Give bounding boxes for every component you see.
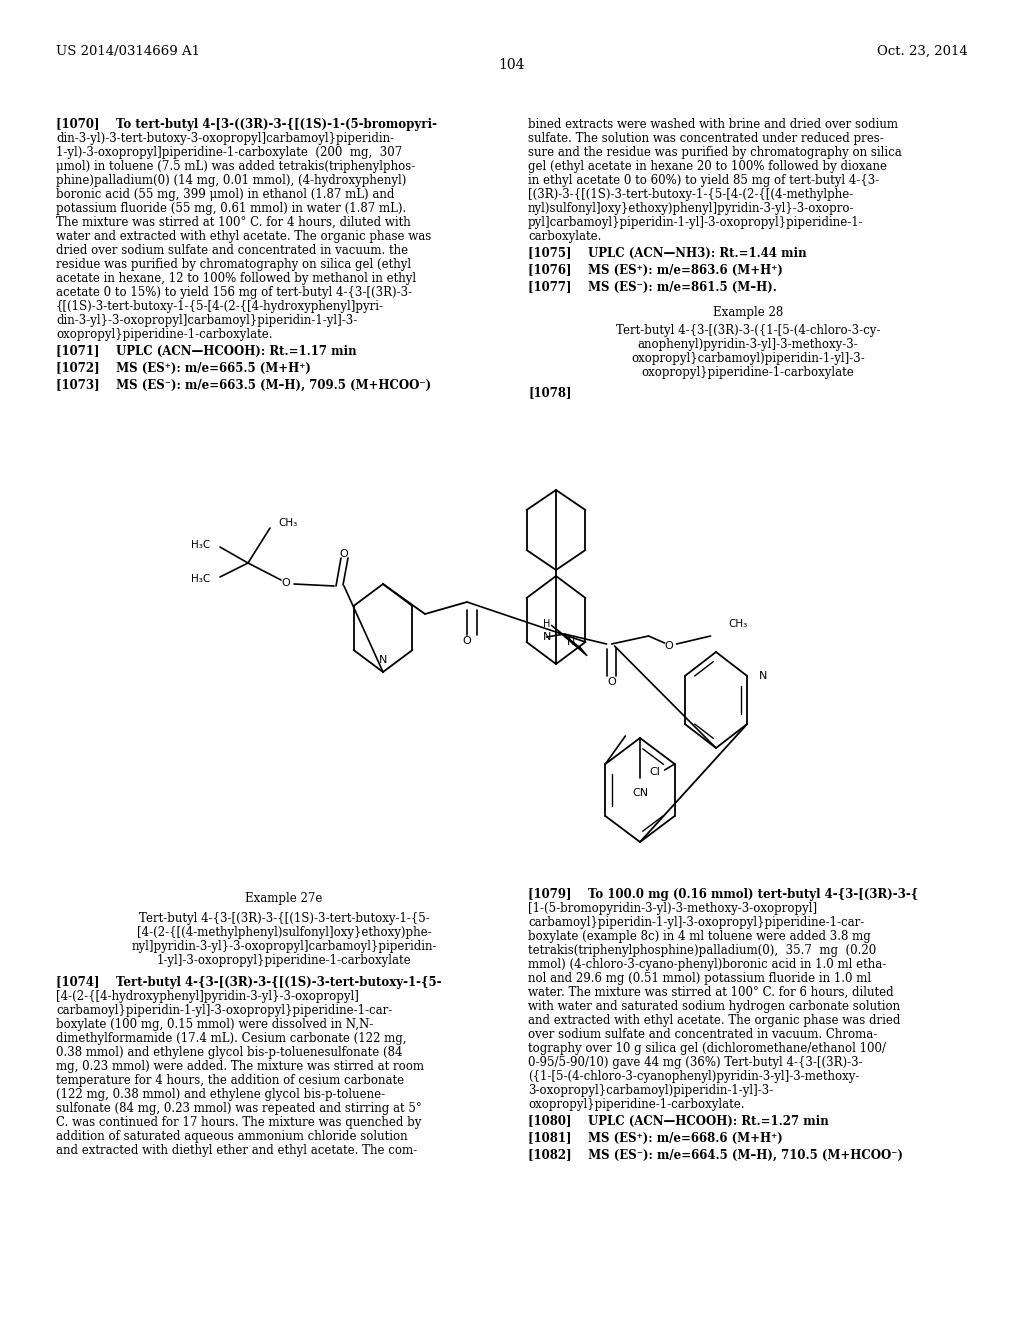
Text: CH₃: CH₃: [278, 517, 297, 528]
Text: water and extracted with ethyl acetate. The organic phase was: water and extracted with ethyl acetate. …: [56, 230, 431, 243]
Text: O: O: [282, 578, 291, 587]
Text: N: N: [379, 655, 387, 665]
Text: over sodium sulfate and concentrated in vacuum. Chroma-: over sodium sulfate and concentrated in …: [528, 1028, 878, 1041]
Text: nyl)sulfonyl]oxy}ethoxy)phenyl]pyridin-3-yl}-3-oxopro-: nyl)sulfonyl]oxy}ethoxy)phenyl]pyridin-3…: [528, 202, 854, 215]
Text: CH₃: CH₃: [728, 619, 748, 630]
Text: Example 28: Example 28: [713, 306, 783, 319]
Text: with water and saturated sodium hydrogen carbonate solution: with water and saturated sodium hydrogen…: [528, 1001, 900, 1012]
Text: C. was continued for 17 hours. The mixture was quenched by: C. was continued for 17 hours. The mixtu…: [56, 1115, 421, 1129]
Text: pyl]carbamoyl}piperidin-1-yl]-3-oxopropyl}piperidine-1-: pyl]carbamoyl}piperidin-1-yl]-3-oxopropy…: [528, 216, 863, 228]
Text: dimethylformamide (17.4 mL). Cesium carbonate (122 mg,: dimethylformamide (17.4 mL). Cesium carb…: [56, 1032, 407, 1045]
Text: mmol) (4-chloro-3-cyano-phenyl)boronic acid in 1.0 ml etha-: mmol) (4-chloro-3-cyano-phenyl)boronic a…: [528, 958, 886, 972]
Text: 3-oxopropyl}carbamoyl)piperidin-1-yl]-3-: 3-oxopropyl}carbamoyl)piperidin-1-yl]-3-: [528, 1084, 773, 1097]
Text: 1-yl)-3-oxopropyl]piperidine-1-carboxylate  (200  mg,  307: 1-yl)-3-oxopropyl]piperidine-1-carboxyla…: [56, 147, 402, 158]
Text: din-3-yl)-3-tert-butoxy-3-oxopropyl]carbamoyl}piperidin-: din-3-yl)-3-tert-butoxy-3-oxopropyl]carb…: [56, 132, 394, 145]
Text: boxylate (example 8c) in 4 ml toluene were added 3.8 mg: boxylate (example 8c) in 4 ml toluene we…: [528, 931, 870, 942]
Text: water. The mixture was stirred at 100° C. for 6 hours, diluted: water. The mixture was stirred at 100° C…: [528, 986, 894, 999]
Text: {[(1S)-3-tert-butoxy-1-{5-[4-(2-{[4-hydroxyphenyl]pyri-: {[(1S)-3-tert-butoxy-1-{5-[4-(2-{[4-hydr…: [56, 300, 384, 313]
Text: sure and the residue was purified by chromatography on silica: sure and the residue was purified by chr…: [528, 147, 902, 158]
Text: addition of saturated aqueous ammonium chloride solution: addition of saturated aqueous ammonium c…: [56, 1130, 408, 1143]
Text: Tert-butyl 4-{3-[(3R)-3-{[(1S)-3-tert-butoxy-1-{5-: Tert-butyl 4-{3-[(3R)-3-{[(1S)-3-tert-bu…: [138, 912, 429, 925]
Text: Example 27e: Example 27e: [246, 892, 323, 906]
Text: dried over sodium sulfate and concentrated in vacuum. the: dried over sodium sulfate and concentrat…: [56, 244, 409, 257]
Text: boronic acid (55 mg, 399 μmol) in ethanol (1.87 mL) and: boronic acid (55 mg, 399 μmol) in ethano…: [56, 187, 394, 201]
Text: bined extracts were washed with brine and dried over sodium: bined extracts were washed with brine an…: [528, 117, 898, 131]
Text: carboxylate.: carboxylate.: [528, 230, 601, 243]
Text: anophenyl)pyridin-3-yl]-3-methoxy-3-: anophenyl)pyridin-3-yl]-3-methoxy-3-: [638, 338, 858, 351]
Text: US 2014/0314669 A1: US 2014/0314669 A1: [56, 45, 200, 58]
Text: oxopropyl}piperidine-1-carboxylate.: oxopropyl}piperidine-1-carboxylate.: [56, 327, 272, 341]
Text: (122 mg, 0.38 mmol) and ethylene glycol bis-p-toluene-: (122 mg, 0.38 mmol) and ethylene glycol …: [56, 1088, 385, 1101]
Text: 1-yl]-3-oxopropyl}piperidine-1-carboxylate: 1-yl]-3-oxopropyl}piperidine-1-carboxyla…: [157, 954, 412, 968]
Text: [1074]    Tert-butyl 4-{3-[(3R)-3-{[(1S)-3-tert-butoxy-1-{5-: [1074] Tert-butyl 4-{3-[(3R)-3-{[(1S)-3-…: [56, 975, 441, 989]
Text: The mixture was stirred at 100° C. for 4 hours, diluted with: The mixture was stirred at 100° C. for 4…: [56, 216, 411, 228]
Text: O: O: [607, 677, 615, 686]
Text: mg, 0.23 mmol) were added. The mixture was stirred at room: mg, 0.23 mmol) were added. The mixture w…: [56, 1060, 424, 1073]
Text: [(3R)-3-{[(1S)-3-tert-butoxy-1-{5-[4-(2-{[(4-methylphe-: [(3R)-3-{[(1S)-3-tert-butoxy-1-{5-[4-(2-…: [528, 187, 853, 201]
Text: residue was purified by chromatography on silica gel (ethyl: residue was purified by chromatography o…: [56, 257, 411, 271]
Text: N: N: [543, 632, 551, 642]
Text: [1-(5-bromopyridin-3-yl)-3-methoxy-3-oxopropyl]: [1-(5-bromopyridin-3-yl)-3-methoxy-3-oxo…: [528, 902, 817, 915]
Text: [1072]    MS (ES⁺): m/e=665.5 (M+H⁺): [1072] MS (ES⁺): m/e=665.5 (M+H⁺): [56, 362, 311, 375]
Text: [1075]    UPLC (ACN—NH3): Rt.=1.44 min: [1075] UPLC (ACN—NH3): Rt.=1.44 min: [528, 247, 807, 260]
Text: 104: 104: [499, 58, 525, 73]
Text: oxopropyl}piperidine-1-carboxylate.: oxopropyl}piperidine-1-carboxylate.: [528, 1098, 744, 1111]
Text: [1081]    MS (ES⁺): m/e=668.6 (M+H⁺): [1081] MS (ES⁺): m/e=668.6 (M+H⁺): [528, 1133, 782, 1144]
Text: acetate 0 to 15%) to yield 156 mg of tert-butyl 4-{3-[(3R)-3-: acetate 0 to 15%) to yield 156 mg of ter…: [56, 286, 412, 300]
Text: [1077]    MS (ES⁻): m/e=861.5 (M–H).: [1077] MS (ES⁻): m/e=861.5 (M–H).: [528, 281, 777, 294]
Text: N: N: [567, 638, 575, 647]
Text: O: O: [340, 549, 348, 558]
Text: nyl]pyridin-3-yl}-3-oxopropyl]carbamoyl}piperidin-: nyl]pyridin-3-yl}-3-oxopropyl]carbamoyl}…: [131, 940, 437, 953]
Text: O: O: [665, 642, 673, 651]
Text: oxopropyl}carbamoyl)piperidin-1-yl]-3-: oxopropyl}carbamoyl)piperidin-1-yl]-3-: [631, 352, 865, 366]
Text: N: N: [759, 671, 768, 681]
Text: [1070]    To tert-butyl 4-[3-((3R)-3-{[(1S)-1-(5-bromopyri-: [1070] To tert-butyl 4-[3-((3R)-3-{[(1S)…: [56, 117, 437, 131]
Text: H: H: [543, 619, 550, 630]
Text: [1079]    To 100.0 mg (0.16 mmol) tert-butyl 4-{3-[(3R)-3-{: [1079] To 100.0 mg (0.16 mmol) tert-buty…: [528, 888, 919, 902]
Text: din-3-yl}-3-oxopropyl]carbamoyl}piperidin-1-yl]-3-: din-3-yl}-3-oxopropyl]carbamoyl}piperidi…: [56, 314, 357, 327]
Text: Tert-butyl 4-{3-[(3R)-3-({1-[5-(4-chloro-3-cy-: Tert-butyl 4-{3-[(3R)-3-({1-[5-(4-chloro…: [615, 323, 881, 337]
Text: [4-(2-{[(4-methylphenyl)sulfonyl]oxy}ethoxy)phe-: [4-(2-{[(4-methylphenyl)sulfonyl]oxy}eth…: [136, 927, 431, 939]
Text: tetrakis(triphenylphosphine)palladium(0),  35.7  mg  (0.20: tetrakis(triphenylphosphine)palladium(0)…: [528, 944, 877, 957]
Text: O: O: [463, 636, 471, 645]
Text: Cl: Cl: [650, 767, 660, 777]
Text: sulfonate (84 mg, 0.23 mmol) was repeated and stirring at 5°: sulfonate (84 mg, 0.23 mmol) was repeate…: [56, 1102, 422, 1115]
Text: boxylate (100 mg, 0.15 mmol) were dissolved in N,N-: boxylate (100 mg, 0.15 mmol) were dissol…: [56, 1018, 374, 1031]
Text: sulfate. The solution was concentrated under reduced pres-: sulfate. The solution was concentrated u…: [528, 132, 884, 145]
Text: ({1-[5-(4-chloro-3-cyanophenyl)pyridin-3-yl]-3-methoxy-: ({1-[5-(4-chloro-3-cyanophenyl)pyridin-3…: [528, 1071, 859, 1082]
Text: potassium fluoride (55 mg, 0.61 mmol) in water (1.87 mL).: potassium fluoride (55 mg, 0.61 mmol) in…: [56, 202, 407, 215]
Text: [1082]    MS (ES⁻): m/e=664.5 (M–H), 710.5 (M+HCOO⁻): [1082] MS (ES⁻): m/e=664.5 (M–H), 710.5 …: [528, 1148, 903, 1162]
Text: tography over 10 g silica gel (dichloromethane/ethanol 100/: tography over 10 g silica gel (dichlorom…: [528, 1041, 886, 1055]
Text: μmol) in toluene (7.5 mL) was added tetrakis(triphenylphos-: μmol) in toluene (7.5 mL) was added tetr…: [56, 160, 416, 173]
Text: and extracted with diethyl ether and ethyl acetate. The com-: and extracted with diethyl ether and eth…: [56, 1144, 417, 1158]
Text: [1080]    UPLC (ACN—HCOOH): Rt.=1.27 min: [1080] UPLC (ACN—HCOOH): Rt.=1.27 min: [528, 1115, 828, 1129]
Text: gel (ethyl acetate in hexane 20 to 100% followed by dioxane: gel (ethyl acetate in hexane 20 to 100% …: [528, 160, 887, 173]
Text: temperature for 4 hours, the addition of cesium carbonate: temperature for 4 hours, the addition of…: [56, 1074, 404, 1086]
Text: [1071]    UPLC (ACN—HCOOH): Rt.=1.17 min: [1071] UPLC (ACN—HCOOH): Rt.=1.17 min: [56, 345, 356, 358]
Text: acetate in hexane, 12 to 100% followed by methanol in ethyl: acetate in hexane, 12 to 100% followed b…: [56, 272, 416, 285]
Text: [1078]: [1078]: [528, 385, 571, 399]
Text: carbamoyl}piperidin-1-yl]-3-oxopropyl}piperidine-1-car-: carbamoyl}piperidin-1-yl]-3-oxopropyl}pi…: [528, 916, 864, 929]
Text: [1073]    MS (ES⁻): m/e=663.5 (M–H), 709.5 (M+HCOO⁻): [1073] MS (ES⁻): m/e=663.5 (M–H), 709.5 …: [56, 379, 431, 392]
Text: nol and 29.6 mg (0.51 mmol) potassium fluoride in 1.0 ml: nol and 29.6 mg (0.51 mmol) potassium fl…: [528, 972, 871, 985]
Text: CN: CN: [632, 788, 648, 799]
Text: carbamoyl}piperidin-1-yl]-3-oxopropyl}piperidine-1-car-: carbamoyl}piperidin-1-yl]-3-oxopropyl}pi…: [56, 1005, 392, 1016]
Text: 0.38 mmol) and ethylene glycol bis-p-toluenesulfonate (84: 0.38 mmol) and ethylene glycol bis-p-tol…: [56, 1045, 402, 1059]
Text: [4-(2-{[4-hydroxyphenyl]pyridin-3-yl}-3-oxopropyl]: [4-(2-{[4-hydroxyphenyl]pyridin-3-yl}-3-…: [56, 990, 358, 1003]
Polygon shape: [551, 624, 587, 656]
Text: Oct. 23, 2014: Oct. 23, 2014: [878, 45, 968, 58]
Text: [1076]    MS (ES⁺): m/e=863.6 (M+H⁺): [1076] MS (ES⁺): m/e=863.6 (M+H⁺): [528, 264, 783, 277]
Text: H₃C: H₃C: [190, 540, 210, 550]
Text: phine)palladium(0) (14 mg, 0.01 mmol), (4-hydroxyphenyl): phine)palladium(0) (14 mg, 0.01 mmol), (…: [56, 174, 407, 187]
Text: and extracted with ethyl acetate. The organic phase was dried: and extracted with ethyl acetate. The or…: [528, 1014, 900, 1027]
Text: oxopropyl}piperidine-1-carboxylate: oxopropyl}piperidine-1-carboxylate: [642, 366, 854, 379]
Text: H₃C: H₃C: [190, 574, 210, 583]
Text: in ethyl acetate 0 to 60%) to yield 85 mg of tert-butyl 4-{3-: in ethyl acetate 0 to 60%) to yield 85 m…: [528, 174, 880, 187]
Text: 0-95/5-90/10) gave 44 mg (36%) Tert-butyl 4-{3-[(3R)-3-: 0-95/5-90/10) gave 44 mg (36%) Tert-buty…: [528, 1056, 862, 1069]
